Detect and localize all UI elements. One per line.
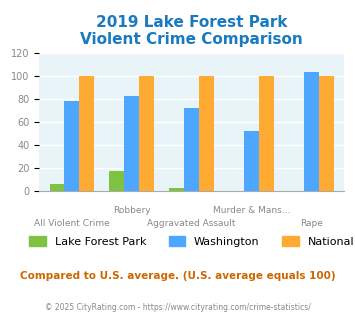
Bar [109,171,124,191]
Text: Rape: Rape [300,219,323,228]
Text: All Violent Crime: All Violent Crime [34,219,110,228]
Text: Robbery: Robbery [113,206,151,215]
Title: 2019 Lake Forest Park
Violent Crime Comparison: 2019 Lake Forest Park Violent Crime Comp… [80,15,303,48]
Text: Compared to U.S. average. (U.S. average equals 100): Compared to U.S. average. (U.S. average … [20,271,335,281]
Bar [244,131,259,191]
Bar [80,76,94,191]
Bar [184,108,199,191]
Text: © 2025 CityRating.com - https://www.cityrating.com/crime-statistics/: © 2025 CityRating.com - https://www.city… [45,303,310,312]
Bar [65,101,80,191]
Text: Aggravated Assault: Aggravated Assault [147,219,236,228]
Bar [139,76,154,191]
Bar [319,76,334,191]
Legend: Lake Forest Park, Washington, National: Lake Forest Park, Washington, National [25,232,355,251]
Bar [124,96,139,191]
Text: Murder & Mans...: Murder & Mans... [213,206,290,215]
Bar [259,76,274,191]
Bar [304,73,319,191]
Bar [199,76,214,191]
Bar [50,184,65,191]
Bar [169,188,184,191]
